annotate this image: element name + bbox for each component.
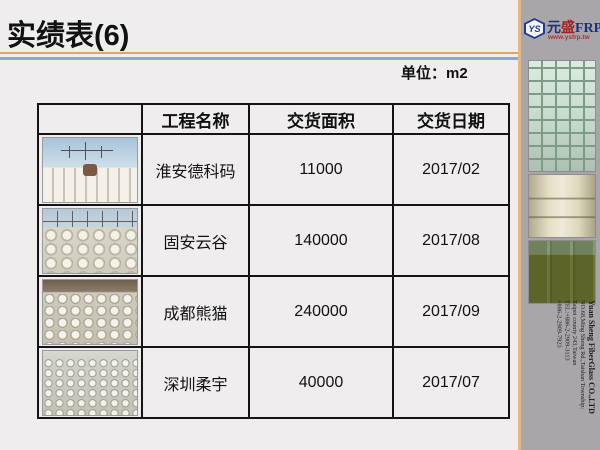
delivery-area-cell: 240000 bbox=[248, 275, 394, 348]
phone-line: TEL:+886-2-2909-3113 bbox=[563, 300, 571, 361]
site-photo-shenzhen bbox=[42, 349, 138, 416]
delivery-area-cell: 40000 bbox=[248, 346, 394, 419]
company-sidebar: YS 元盛FRP www.ysfrp.tw Yuan Sheng FiberGl… bbox=[518, 0, 600, 450]
table-row: 深圳柔宇 40000 2017/07 bbox=[37, 346, 510, 419]
delivery-area-cell: 140000 bbox=[248, 204, 394, 277]
pipes-detail bbox=[43, 228, 137, 273]
table-header-row: 工程名称 交货面积 交货日期 bbox=[37, 103, 510, 135]
project-name-cell: 成都熊猫 bbox=[141, 275, 250, 348]
site-photo-guan bbox=[42, 207, 138, 274]
delivery-date-cell: 2017/07 bbox=[392, 346, 510, 419]
table-row: 成都熊猫 240000 2017/09 bbox=[37, 275, 510, 348]
crane-detail bbox=[61, 141, 113, 160]
brand-name: 元盛FRP bbox=[547, 17, 600, 37]
project-name-cell: 淮安德科码 bbox=[141, 133, 250, 206]
address-line: NO.68,Ming Sheng Rd.,Taishan Township; bbox=[579, 300, 586, 410]
cylinders-detail bbox=[43, 293, 137, 344]
sidebar-photo-storage-tanks bbox=[528, 240, 596, 304]
address-line: Taipei county 243,Taiwan bbox=[571, 300, 579, 366]
title-underline-blue bbox=[0, 57, 519, 60]
delivery-area-cell: 11000 bbox=[248, 133, 394, 206]
delivery-date-cell: 2017/02 bbox=[392, 133, 510, 206]
company-contact-block: Yuan Sheng FiberGlass CO.,LTD NO.68,Ming… bbox=[526, 300, 596, 432]
header-project-name: 工程名称 bbox=[141, 103, 250, 135]
table-row: 淮安德科码 11000 2017/02 bbox=[37, 133, 510, 206]
cylinders-detail bbox=[43, 358, 137, 415]
project-name-cell: 深圳柔宇 bbox=[141, 346, 250, 419]
unit-label: 单位：m2 bbox=[401, 65, 468, 82]
site-photo-chengdu bbox=[42, 278, 138, 345]
ys-hexagon-icon: YS bbox=[524, 18, 545, 39]
company-logo: YS 元盛FRP www.ysfrp.tw bbox=[524, 14, 600, 50]
digger-detail bbox=[83, 163, 97, 176]
brand-sheng: 盛 bbox=[561, 21, 575, 36]
phone-line: +886-2-2909-7923 bbox=[555, 300, 563, 348]
website-url: www.ysfrp.tw bbox=[548, 34, 590, 41]
cranes-detail bbox=[43, 210, 137, 227]
performance-table: 工程名称 交货面积 交货日期 淮安德科码 11000 2017/02 bbox=[37, 103, 510, 419]
brand-frp: FRP bbox=[575, 21, 600, 36]
page-title: 实绩表(6) bbox=[7, 20, 130, 52]
site-photo-huaian bbox=[42, 136, 138, 203]
header-photo bbox=[37, 103, 143, 135]
title-underline-orange bbox=[0, 52, 519, 54]
brand-yuan: 元 bbox=[547, 21, 561, 36]
delivery-date-cell: 2017/08 bbox=[392, 204, 510, 277]
delivery-date-cell: 2017/09 bbox=[392, 275, 510, 348]
sidebar-photo-tank-piping bbox=[528, 174, 596, 238]
header-delivery-date: 交货日期 bbox=[392, 103, 510, 135]
header-delivery-area: 交货面积 bbox=[248, 103, 394, 135]
company-name: Yuan Sheng FiberGlass CO.,LTD bbox=[587, 300, 596, 414]
sidebar-photo-ceiling-grid bbox=[528, 60, 596, 172]
project-name-cell: 固安云谷 bbox=[141, 204, 250, 277]
table-row: 固安云谷 140000 2017/08 bbox=[37, 204, 510, 277]
